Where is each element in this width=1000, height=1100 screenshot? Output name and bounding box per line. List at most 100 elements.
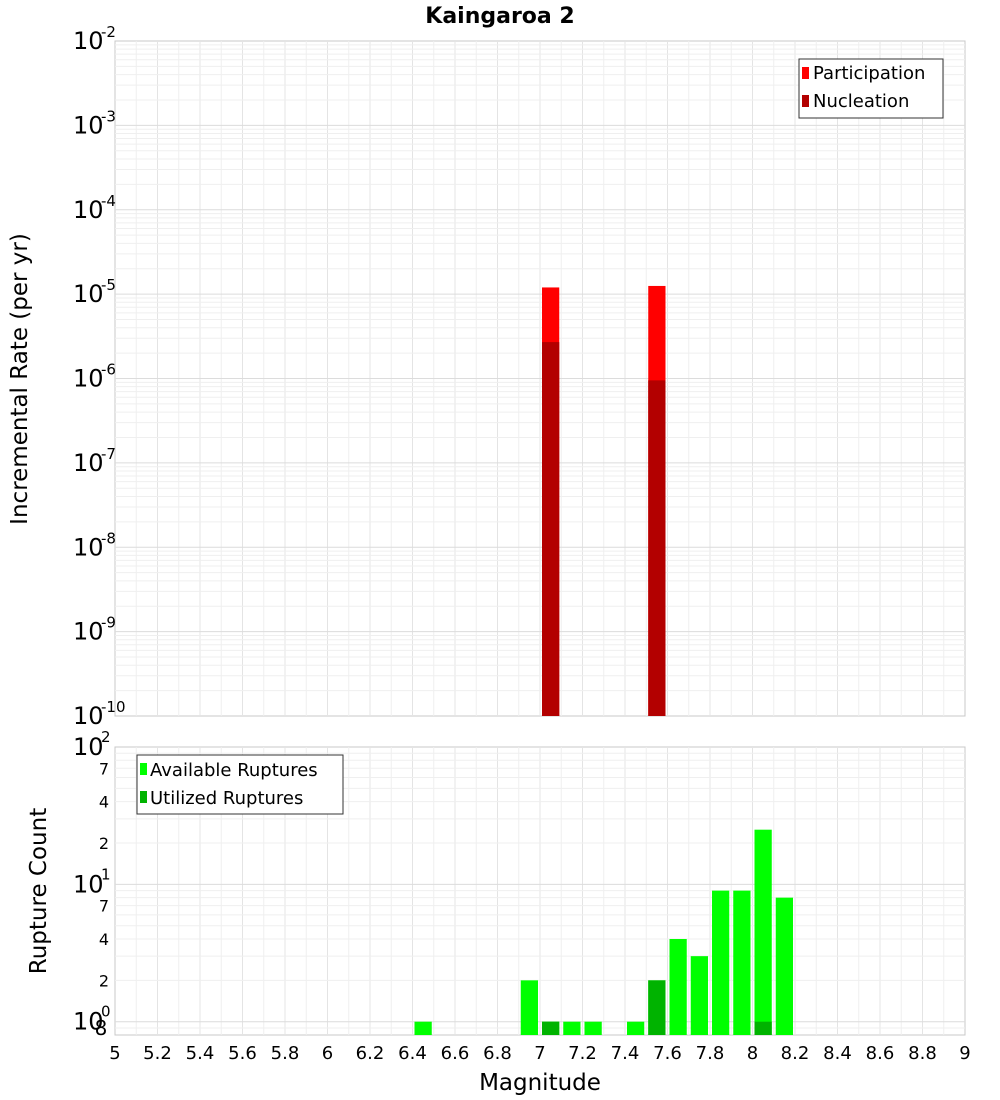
top-grid xyxy=(115,41,965,716)
x-tick-label: 6.2 xyxy=(356,1043,385,1064)
bottom-bar-available-ruptures xyxy=(733,890,751,1035)
top-y-tick-label: 10-9 xyxy=(73,614,116,646)
top-bar-nucleation xyxy=(648,380,666,716)
bottom-y-minor-tick-label: 8 xyxy=(95,1016,108,1040)
x-axis-label: Magnitude xyxy=(479,1070,601,1096)
x-tick-label: 7.6 xyxy=(653,1043,682,1064)
bottom-y-tick-exp: 0 xyxy=(101,1003,111,1021)
top-bars xyxy=(542,285,666,716)
bottom-legend[interactable]: Available Ruptures Utilized Ruptures xyxy=(136,754,344,815)
top-y-tick-exp: -6 xyxy=(101,361,116,379)
x-tick-label: 5.4 xyxy=(186,1043,215,1064)
top-y-tick-label: 10-8 xyxy=(73,529,116,561)
legend-swatch-utilized xyxy=(140,791,147,803)
top-y-tick-exp: -7 xyxy=(101,445,116,463)
x-tick-label: 8.4 xyxy=(823,1043,852,1064)
bottom-y-tick-exp: 2 xyxy=(101,728,111,746)
x-tick-label: 7 xyxy=(534,1043,545,1064)
x-tick-label: 6.6 xyxy=(441,1043,470,1064)
legend-entry-available-ruptures[interactable]: Available Ruptures xyxy=(140,760,318,781)
bottom-bar-available-ruptures xyxy=(754,829,772,1035)
top-y-tick-exp: -3 xyxy=(101,107,116,125)
top-y-tick-label: 10-4 xyxy=(73,192,116,224)
legend-swatch-nucleation xyxy=(802,95,809,107)
bottom-bar-utilized-ruptures xyxy=(754,1021,772,1035)
top-y-tick-exp: -5 xyxy=(101,276,116,294)
legend-entry-utilized-ruptures[interactable]: Utilized Ruptures xyxy=(140,788,303,809)
top-y-tick-label: 10-10 xyxy=(73,698,126,730)
bottom-bar-available-ruptures xyxy=(775,897,793,1035)
chart-title: Kaingaroa 2 xyxy=(425,4,574,29)
bottom-bar-utilized-ruptures xyxy=(648,980,666,1035)
top-y-tick-base: 10 xyxy=(73,27,104,55)
top-y-tick-base: 10 xyxy=(73,365,104,393)
x-tick-label: 7.8 xyxy=(696,1043,725,1064)
top-y-tick-label: 10-7 xyxy=(73,445,116,477)
top-y-tick-label: 10-6 xyxy=(73,361,116,393)
top-y-tick-label: 10-3 xyxy=(73,107,116,139)
legend-label-nucleation: Nucleation xyxy=(813,91,909,112)
bottom-bar-utilized-ruptures xyxy=(542,1021,560,1035)
bottom-bar-available-ruptures xyxy=(669,939,687,1035)
legend-entry-participation[interactable]: Participation xyxy=(802,63,925,84)
legend-label-available: Available Ruptures xyxy=(150,760,318,781)
top-y-tick-base: 10 xyxy=(73,280,104,308)
x-tick-label: 8.2 xyxy=(781,1043,810,1064)
legend-swatch-participation xyxy=(802,67,809,79)
bottom-y-tick-base: 10 xyxy=(73,733,104,761)
x-tick-label: 6.8 xyxy=(483,1043,512,1064)
top-y-tick-label: 10-2 xyxy=(73,23,116,55)
top-y-tick-base: 10 xyxy=(73,533,104,561)
bottom-y-minor-tick-label: 2 xyxy=(99,834,109,853)
top-legend[interactable]: Participation Nucleation xyxy=(798,58,944,119)
x-tick-label: 5.8 xyxy=(271,1043,300,1064)
bottom-y-tick-exp: 1 xyxy=(101,865,111,883)
x-tick-label: 7.2 xyxy=(568,1043,597,1064)
bottom-legend-box xyxy=(136,754,344,815)
x-tick-label: 6.4 xyxy=(398,1043,427,1064)
bottom-y-major-tick-label: 101 xyxy=(73,865,111,898)
bottom-bar-available-ruptures xyxy=(712,890,730,1035)
top-legend-box xyxy=(798,58,944,119)
top-y-tick-exp: -9 xyxy=(101,614,116,632)
x-tick-label: 9 xyxy=(959,1043,970,1064)
top-y-tick-base: 10 xyxy=(73,196,104,224)
bottom-bar-available-ruptures xyxy=(563,1021,581,1035)
bottom-y-tick-base: 10 xyxy=(73,870,104,898)
top-y-tick-exp: -2 xyxy=(101,23,116,41)
top-bar-nucleation xyxy=(542,342,560,716)
bottom-y-minor-tick-label: 7 xyxy=(99,897,109,916)
bottom-y-tick-base: 10 xyxy=(73,1008,104,1036)
top-y-tick-base: 10 xyxy=(73,618,104,646)
legend-swatch-available xyxy=(140,763,147,775)
x-tick-label: 5.6 xyxy=(228,1043,257,1064)
bottom-bar-available-ruptures xyxy=(584,1021,602,1035)
bottom-bar-available-ruptures xyxy=(627,1021,645,1035)
x-tick-label: 5 xyxy=(109,1043,120,1064)
x-tick-labels: 5 5.2 5.4 5.6 5.8 6 6.2 6.4 6.6 6.8 7 7.2 7.4 7.6 7.8 8… xyxy=(109,1043,970,1064)
bottom-y-minor-tick-label: 7 xyxy=(99,759,109,778)
top-y-axis-label: Incremental Rate (per yr) xyxy=(7,233,33,525)
bottom-y-minor-tick-label: 4 xyxy=(99,930,109,949)
bottom-bar-available-ruptures xyxy=(520,980,538,1035)
bottom-y-axis-label: Rupture Count xyxy=(26,808,52,974)
legend-entry-nucleation[interactable]: Nucleation xyxy=(802,91,909,112)
bottom-y-minor-tick-label: 2 xyxy=(99,971,109,990)
top-y-tick-exp: -10 xyxy=(101,698,126,716)
x-tick-label: 6 xyxy=(322,1043,333,1064)
x-tick-label: 8 xyxy=(747,1043,758,1064)
top-y-tick-base: 10 xyxy=(73,702,104,730)
legend-label-participation: Participation xyxy=(813,63,925,84)
bottom-y-minor-tick-label: 4 xyxy=(99,793,109,812)
x-tick-label: 5.2 xyxy=(143,1043,172,1064)
top-y-tick-base: 10 xyxy=(73,111,104,139)
bottom-bar-available-ruptures xyxy=(690,956,708,1035)
bottom-y-major-tick-label: 102 xyxy=(73,728,111,761)
x-tick-label: 8.8 xyxy=(908,1043,937,1064)
legend-label-utilized: Utilized Ruptures xyxy=(150,788,303,809)
